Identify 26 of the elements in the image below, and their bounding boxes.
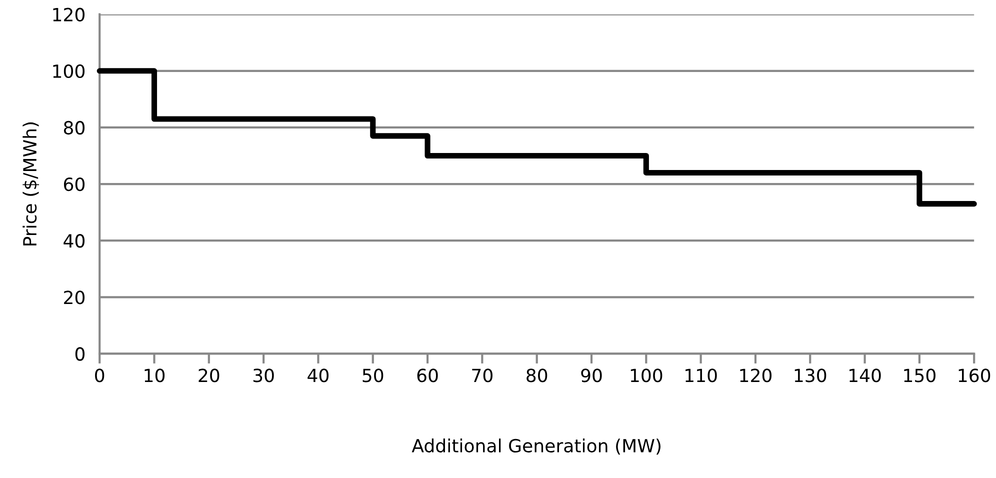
x-tick-label: 70 [472,368,492,382]
x-tick-label: 20 [198,368,220,382]
x-tick-label: 110 [686,368,717,382]
x-axis-title: Additional Generation (MW) [412,438,660,455]
y-axis-title: Price ($/MWh) [22,122,40,246]
y-tick-label: 120 [53,8,85,22]
y-tick-label: 0 [75,347,85,361]
x-tick-label: 120 [740,368,772,382]
y-tick-label: 40 [64,234,85,248]
x-tick-label: 10 [144,368,165,382]
x-tick-label: 80 [526,368,548,382]
x-tick-label: 100 [630,368,662,382]
x-tick-label: 90 [581,368,602,382]
y-tick-label: 80 [64,120,85,135]
y-tick-label: 100 [53,64,85,78]
x-tick-label: 150 [904,368,936,382]
x-tick-label: 50 [362,368,384,382]
x-tick-label: 140 [850,368,881,382]
y-tick-label: 20 [64,290,85,304]
x-tick-label: 130 [794,368,826,382]
x-tick-label: 60 [417,368,438,382]
x-tick-label: 160 [958,368,990,382]
x-tick-label: 0 [95,368,104,382]
x-tick-label: 40 [308,368,329,382]
y-tick-label: 60 [64,177,85,192]
x-tick-label: 30 [253,368,274,382]
